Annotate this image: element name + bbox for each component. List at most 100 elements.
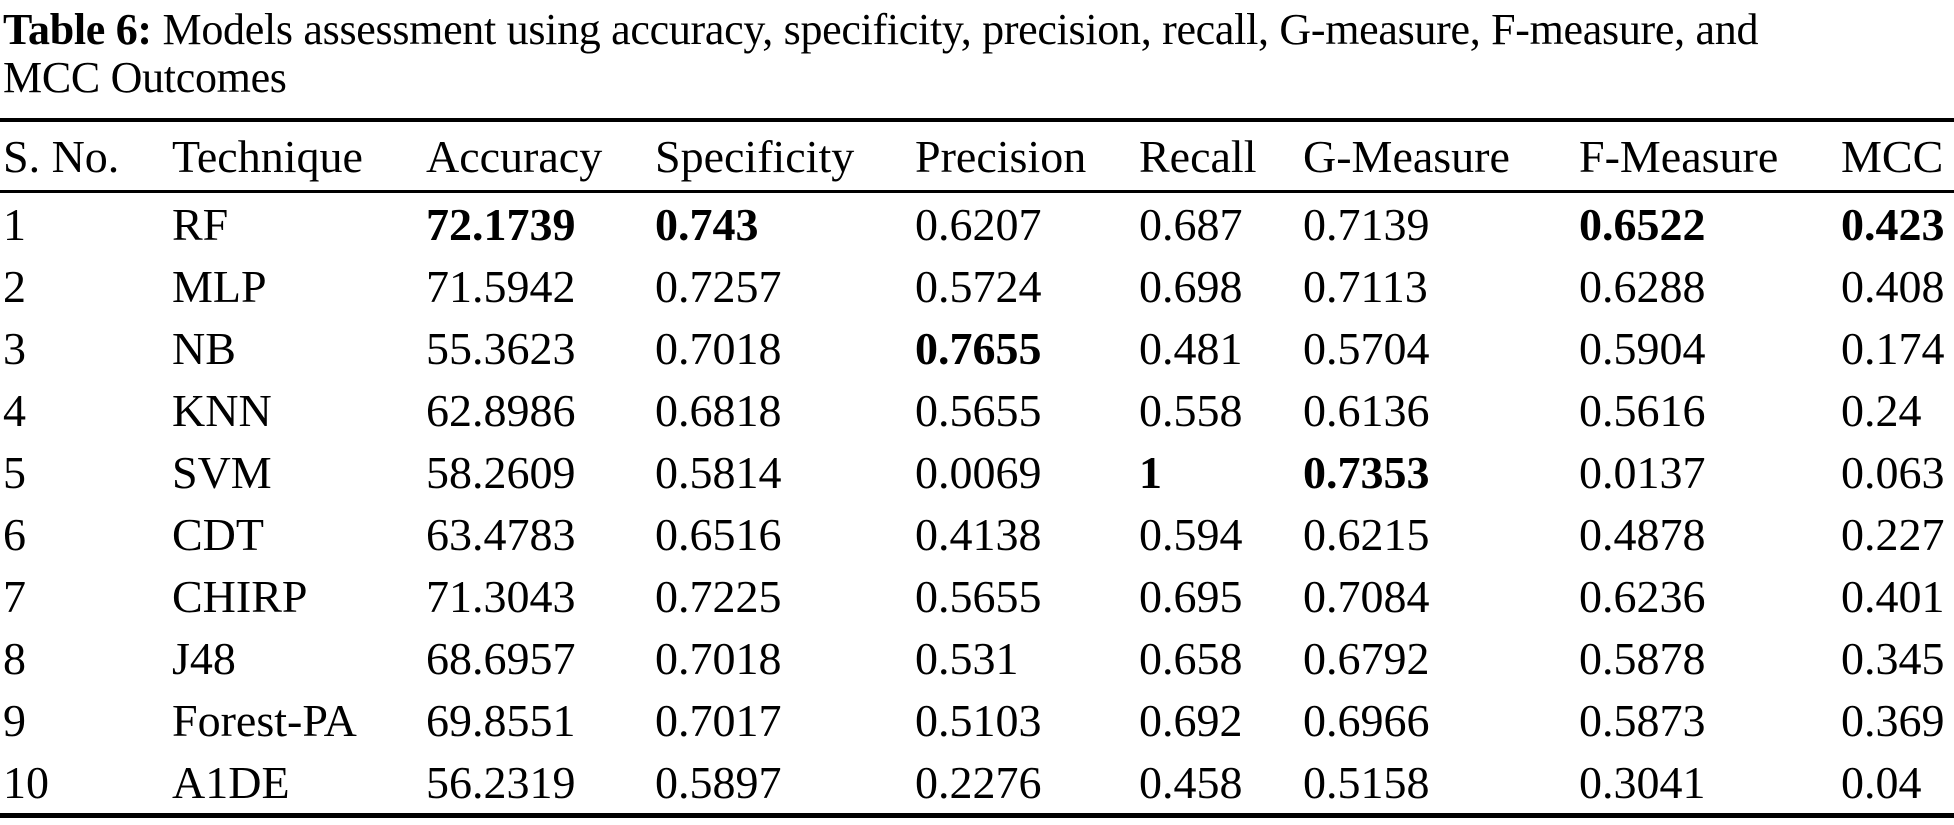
- cell-recall: 1: [1139, 446, 1162, 498]
- cell-recall: 0.594: [1139, 508, 1243, 560]
- table-row: 4 KNN 62.8986 0.6818 0.5655 0.558 0.6136 0.5616…: [0, 379, 1954, 441]
- table-row: 8 J48 68.6957 0.7018 0.531 0.658 0.6792 0.5878 0…: [0, 627, 1954, 689]
- cell-specificity: 0.7018: [655, 322, 782, 374]
- cell-technique: CHIRP: [172, 570, 308, 622]
- cell-mcc: 0.24: [1841, 384, 1922, 436]
- cell-f-measure: 0.6288: [1579, 260, 1706, 312]
- table-row: 5 SVM 58.2609 0.5814 0.0069 1 0.7353 0.0137 0.06…: [0, 441, 1954, 503]
- cell-s-no: 4: [3, 384, 26, 436]
- results-table: S. No. Technique Accuracy Specificity Precis…: [0, 118, 1954, 818]
- cell-s-no: 10: [3, 756, 49, 808]
- cell-recall: 0.458: [1139, 756, 1243, 808]
- column-header-mcc: MCC: [1841, 130, 1944, 182]
- cell-accuracy: 56.2319: [426, 756, 576, 808]
- column-header-f-measure: F-Measure: [1579, 130, 1779, 182]
- cell-f-measure: 0.6236: [1579, 570, 1706, 622]
- cell-specificity: 0.7017: [655, 694, 782, 746]
- caption-text: Models assessment using accuracy, specif…: [151, 5, 1759, 54]
- cell-g-measure: 0.6966: [1303, 694, 1430, 746]
- cell-specificity: 0.743: [655, 198, 759, 250]
- cell-mcc: 0.401: [1841, 570, 1945, 622]
- cell-accuracy: 63.4783: [426, 508, 576, 560]
- cell-f-measure: 0.4878: [1579, 508, 1706, 560]
- cell-mcc: 0.063: [1841, 446, 1945, 498]
- cell-technique: KNN: [172, 384, 272, 436]
- cell-precision: 0.5724: [915, 260, 1042, 312]
- cell-precision: 0.6207: [915, 198, 1042, 250]
- header-row: S. No. Technique Accuracy Specificity Precis…: [0, 120, 1954, 192]
- cell-g-measure: 0.6136: [1303, 384, 1430, 436]
- table-header: S. No. Technique Accuracy Specificity Precis…: [0, 120, 1954, 192]
- table-row: 3 NB 55.3623 0.7018 0.7655 0.481 0.5704 0.5904 0…: [0, 317, 1954, 379]
- cell-f-measure: 0.5616: [1579, 384, 1706, 436]
- cell-accuracy: 58.2609: [426, 446, 576, 498]
- cell-technique: MLP: [172, 260, 267, 312]
- cell-specificity: 0.6818: [655, 384, 782, 436]
- cell-technique: RF: [172, 198, 229, 250]
- cell-accuracy: 62.8986: [426, 384, 576, 436]
- cell-precision: 0.4138: [915, 508, 1042, 560]
- cell-recall: 0.658: [1139, 632, 1243, 684]
- caption-label: Table 6:: [3, 5, 152, 54]
- cell-s-no: 5: [3, 446, 26, 498]
- column-header-g-measure: G-Measure: [1303, 130, 1510, 182]
- cell-mcc: 0.408: [1841, 260, 1945, 312]
- cell-recall: 0.692: [1139, 694, 1243, 746]
- cell-f-measure: 0.0137: [1579, 446, 1706, 498]
- cell-accuracy: 69.8551: [426, 694, 576, 746]
- cell-g-measure: 0.7084: [1303, 570, 1430, 622]
- cell-f-measure: 0.3041: [1579, 756, 1706, 808]
- column-header-technique: Technique: [172, 130, 363, 182]
- cell-accuracy: 72.1739: [426, 198, 576, 250]
- cell-mcc: 0.227: [1841, 508, 1945, 560]
- cell-mcc: 0.423: [1841, 198, 1945, 250]
- cell-precision: 0.5655: [915, 384, 1042, 436]
- cell-technique: A1DE: [172, 756, 290, 808]
- cell-f-measure: 0.5873: [1579, 694, 1706, 746]
- cell-mcc: 0.174: [1841, 322, 1945, 374]
- cell-precision: 0.531: [915, 632, 1019, 684]
- cell-f-measure: 0.5904: [1579, 322, 1706, 374]
- cell-g-measure: 0.6792: [1303, 632, 1430, 684]
- table-caption: Table 6: Models assessment using accurac…: [0, 0, 1954, 102]
- table-row: 1 RF 72.1739 0.743 0.6207 0.687 0.7139 0.6522 0.…: [0, 192, 1954, 256]
- table-row: 6 CDT 63.4783 0.6516 0.4138 0.594 0.6215 0.4878…: [0, 503, 1954, 565]
- cell-specificity: 0.5814: [655, 446, 782, 498]
- cell-g-measure: 0.6215: [1303, 508, 1430, 560]
- cell-precision: 0.5103: [915, 694, 1042, 746]
- cell-g-measure: 0.5704: [1303, 322, 1430, 374]
- table-row: 7 CHIRP 71.3043 0.7225 0.5655 0.695 0.7084 0.62…: [0, 565, 1954, 627]
- cell-precision: 0.7655: [915, 322, 1042, 374]
- cell-s-no: 3: [3, 322, 26, 374]
- cell-mcc: 0.04: [1841, 756, 1922, 808]
- cell-g-measure: 0.7139: [1303, 198, 1430, 250]
- cell-accuracy: 71.3043: [426, 570, 576, 622]
- cell-technique: SVM: [172, 446, 272, 498]
- cell-precision: 0.0069: [915, 446, 1042, 498]
- cell-recall: 0.698: [1139, 260, 1243, 312]
- cell-accuracy: 55.3623: [426, 322, 576, 374]
- table-row: 9 Forest-PA 69.8551 0.7017 0.5103 0.692 0.6966…: [0, 689, 1954, 751]
- cell-s-no: 8: [3, 632, 26, 684]
- cell-technique: Forest-PA: [172, 694, 357, 746]
- cell-specificity: 0.7225: [655, 570, 782, 622]
- cell-specificity: 0.7018: [655, 632, 782, 684]
- cell-recall: 0.481: [1139, 322, 1243, 374]
- table-row: 10 A1DE 56.2319 0.5897 0.2276 0.458 0.5158 0.30…: [0, 751, 1954, 816]
- cell-precision: 0.5655: [915, 570, 1042, 622]
- cell-accuracy: 71.5942: [426, 260, 576, 312]
- cell-mcc: 0.345: [1841, 632, 1945, 684]
- cell-s-no: 7: [3, 570, 26, 622]
- column-header-accuracy: Accuracy: [426, 130, 603, 182]
- column-header-recall: Recall: [1139, 130, 1257, 182]
- caption-line-1: Table 6: Models assessment using accurac…: [3, 6, 1954, 54]
- cell-s-no: 9: [3, 694, 26, 746]
- table-body: 1 RF 72.1739 0.743 0.6207 0.687 0.7139 0.6522 0.…: [0, 192, 1954, 816]
- cell-specificity: 0.7257: [655, 260, 782, 312]
- column-header-precision: Precision: [915, 130, 1087, 182]
- cell-recall: 0.695: [1139, 570, 1243, 622]
- cell-g-measure: 0.5158: [1303, 756, 1430, 808]
- cell-technique: J48: [172, 632, 236, 684]
- cell-specificity: 0.6516: [655, 508, 782, 560]
